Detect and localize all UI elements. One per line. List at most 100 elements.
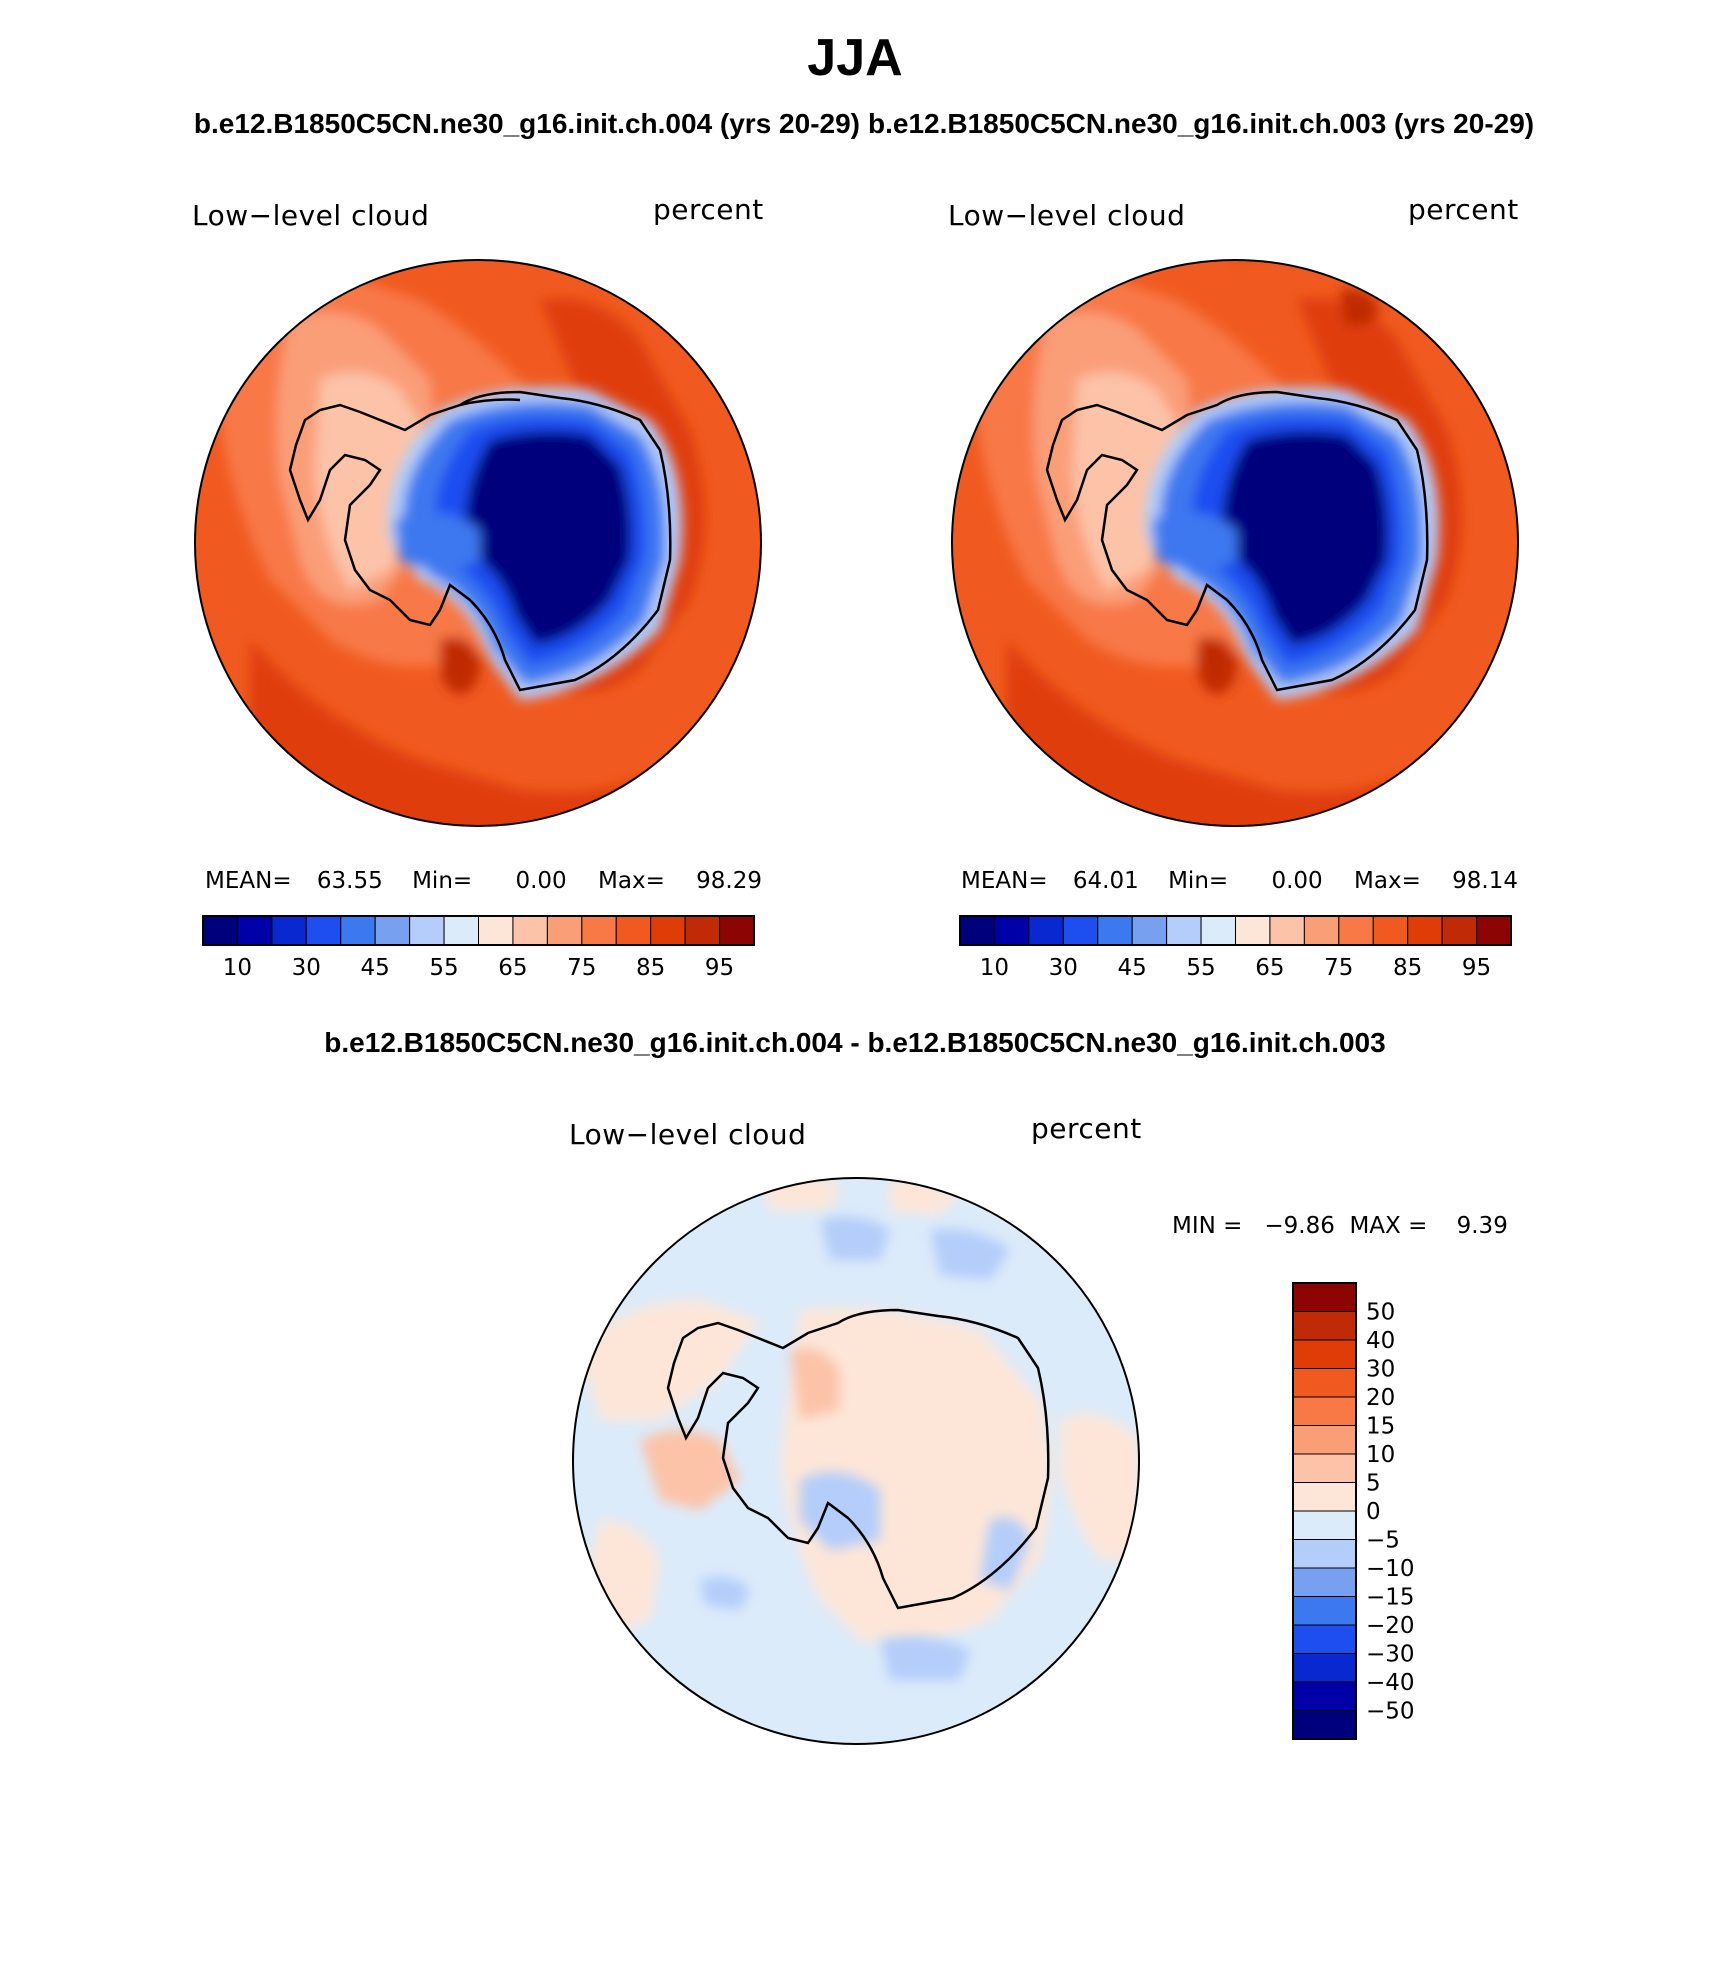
panel1-colorbar-tick-label: 75 xyxy=(567,955,596,981)
diff-colorbar-tick-label: −15 xyxy=(1366,1585,1415,1611)
panel2-units-label: percent xyxy=(1408,193,1519,226)
panel2-colorbar-tick-label: 10 xyxy=(980,955,1009,981)
panel1-units-label: percent xyxy=(653,193,764,226)
panel2-colorbar-swatch xyxy=(1097,915,1133,946)
panel1-mean-value: 63.55 xyxy=(316,868,383,894)
panel1-stats: MEAN= 63.55 Min= 0.00 Max= 98.29 xyxy=(205,868,762,894)
diff-colorbar-swatch xyxy=(1292,1681,1357,1711)
panel1-colorbar-frame xyxy=(202,915,755,946)
subtitle-case-004: b.e12.B1850C5CN.ne30_g16.init.ch.004 (yr… xyxy=(193,108,860,139)
panel1-colorbar-swatch xyxy=(684,915,721,946)
diff-colorbar-tick-label: 0 xyxy=(1366,1499,1381,1525)
diff-colorbar-swatch xyxy=(1292,1653,1357,1683)
panel2-mean-label: MEAN= xyxy=(961,868,1048,894)
panel2-colorbar-swatch xyxy=(1303,915,1340,946)
panel2-colorbar-tick-label: 30 xyxy=(1049,955,1078,981)
panel2-colorbar-tick-label: 95 xyxy=(1462,955,1491,981)
diff-colorbar-tick-label: −20 xyxy=(1366,1613,1415,1639)
diff-colorbar-tick-label: 10 xyxy=(1366,1442,1395,1468)
panel2-colorbar-swatch xyxy=(1269,915,1305,946)
panel1-colorbar-swatch xyxy=(581,915,617,946)
panel2-colorbar-swatch xyxy=(1062,915,1099,946)
diff-colorbar-swatch xyxy=(1292,1482,1357,1512)
panel1-colorbar-swatch xyxy=(719,915,755,946)
panel2-colorbar-tick-label: 75 xyxy=(1324,955,1353,981)
panel2-colorbar-swatch xyxy=(1407,915,1443,946)
diff-colorbar-swatch xyxy=(1292,1710,1357,1740)
diff-colorbar-tick-label: 20 xyxy=(1366,1385,1395,1411)
panel1-min-value: 0.00 xyxy=(515,868,567,894)
diff-colorbar-swatch xyxy=(1292,1624,1357,1654)
panel1-mean-label: MEAN= xyxy=(205,868,292,894)
panel2-variable-label: Low−level cloud xyxy=(948,199,1186,232)
panel1-colorbar-tick-label: 65 xyxy=(498,955,527,981)
diff-colorbar-tick-label: −40 xyxy=(1366,1670,1415,1696)
panel2-colorbar-tick-label: 65 xyxy=(1255,955,1284,981)
diff-colorbar-swatch xyxy=(1292,1311,1357,1341)
diff-colorbar-tick-label: −10 xyxy=(1366,1556,1415,1582)
panel1-colorbar-tick-label: 45 xyxy=(361,955,390,981)
panel2-colorbar-frame xyxy=(959,915,1512,946)
diff-colorbar-swatch xyxy=(1292,1453,1357,1483)
diff-colorbar-swatch xyxy=(1292,1339,1357,1369)
figure-title: JJA xyxy=(807,29,903,87)
panel1-colorbar-tick-label: 85 xyxy=(636,955,665,981)
panel2-colorbar-swatch xyxy=(1131,915,1168,946)
panel2-colorbar-swatch xyxy=(1338,915,1374,946)
diff-colorbar-swatch xyxy=(1292,1596,1357,1626)
panel1-map xyxy=(194,259,762,827)
diff-colorbar-tick-label: 40 xyxy=(1366,1328,1395,1354)
diff-colorbar-swatch xyxy=(1292,1396,1357,1426)
panel2-mean-value: 64.01 xyxy=(1072,868,1139,894)
panel2-colorbar-swatch xyxy=(1235,915,1271,946)
panel1-colorbar-swatch xyxy=(409,915,445,946)
panel2-colorbar-swatch xyxy=(959,915,995,946)
diff-colorbar-swatch xyxy=(1292,1539,1357,1569)
panel1-colorbar-swatch xyxy=(305,915,342,946)
panel2-colorbar-swatch xyxy=(1166,915,1202,946)
diff-minmax: MIN = −9.86 MAX = 9.39 xyxy=(1172,1213,1508,1239)
diff-colorbar-tick-label: −5 xyxy=(1366,1528,1400,1554)
diff-colorbar-swatch xyxy=(1292,1510,1357,1540)
panel2-colorbar-tick-label: 55 xyxy=(1186,955,1215,981)
diff-variable-label: Low−level cloud xyxy=(569,1118,807,1151)
diff-colorbar-swatch xyxy=(1292,1425,1357,1455)
diff-map xyxy=(572,1177,1140,1745)
panel2-stats: MEAN= 64.01 Min= 0.00 Max= 98.14 xyxy=(961,868,1518,894)
panel1-colorbar: 10 30 45 55 65 75 85 95 xyxy=(202,915,755,981)
panel2-colorbar-swatch xyxy=(993,915,1030,946)
panel1-min-label: Min= xyxy=(412,868,473,894)
diff-colorbar-swatch xyxy=(1292,1368,1357,1398)
diff-colorbar-tick-label: 50 xyxy=(1366,1300,1395,1326)
panel1-variable-label: Low−level cloud xyxy=(192,199,430,232)
panel2-max-label: Max= xyxy=(1354,868,1421,894)
panel1-colorbar-swatch xyxy=(202,915,238,946)
diff-colorbar-tick-label: 15 xyxy=(1366,1414,1395,1440)
panel2-colorbar-swatch xyxy=(1028,915,1064,946)
panel2-colorbar-swatch xyxy=(1476,915,1512,946)
panel1-colorbar-tick-label: 55 xyxy=(429,955,458,981)
diff-colorbar-tick-label: 5 xyxy=(1366,1471,1381,1497)
diff-units-label: percent xyxy=(1031,1112,1142,1145)
panel1-colorbar-swatch xyxy=(443,915,479,946)
panel2-colorbar-swatch xyxy=(1200,915,1236,946)
panel1-colorbar-swatch xyxy=(512,915,548,946)
diff-colorbar-tick-label: −50 xyxy=(1366,1699,1415,1725)
panel2-colorbar-swatch xyxy=(1372,915,1409,946)
panel1-colorbar-swatch xyxy=(478,915,514,946)
panel1-max-label: Max= xyxy=(598,868,665,894)
panel1-colorbar-swatch xyxy=(374,915,411,946)
panel1-colorbar-tick-label: 30 xyxy=(292,955,321,981)
diff-colorbar-swatch xyxy=(1292,1282,1357,1312)
diff-colorbar-swatch xyxy=(1292,1567,1357,1597)
panel2-colorbar-tick-label: 85 xyxy=(1393,955,1422,981)
panel2-map xyxy=(951,259,1519,827)
panel2-colorbar-tick-label: 45 xyxy=(1118,955,1147,981)
panel1-colorbar-swatch xyxy=(615,915,652,946)
panel1-colorbar-tick-label: 10 xyxy=(223,955,252,981)
diff-colorbar-tick-label: −30 xyxy=(1366,1642,1415,1668)
panel2-colorbar-swatch xyxy=(1441,915,1478,946)
diff-colorbar-frame xyxy=(1292,1282,1357,1740)
